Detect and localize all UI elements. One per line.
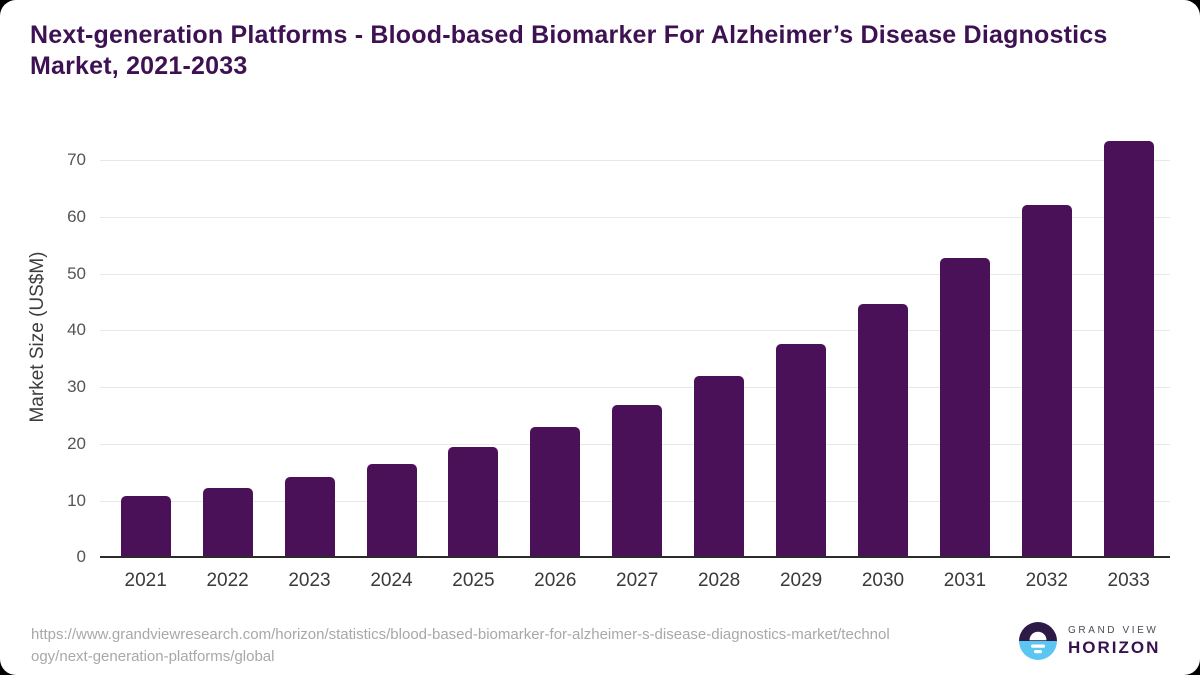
x-tick-label-2026: 2026 xyxy=(534,570,577,591)
x-tick-label-2023: 2023 xyxy=(288,570,331,591)
x-tick-label-2027: 2027 xyxy=(616,570,659,591)
bar-2022 xyxy=(202,488,253,558)
x-axis-line xyxy=(100,556,1170,558)
y-tick-label-30: 30 xyxy=(67,377,86,396)
gridline-30 xyxy=(100,387,1170,388)
bar-2031 xyxy=(939,257,990,558)
gridline-50 xyxy=(100,273,1170,275)
bar-2033 xyxy=(1103,140,1154,558)
bar-2026 xyxy=(530,426,581,558)
bar-2024 xyxy=(366,464,417,558)
x-tick-label-2025: 2025 xyxy=(452,570,495,591)
logo-brand-top: GRAND VIEW xyxy=(1068,624,1159,636)
y-tick-label-60: 60 xyxy=(67,206,86,226)
logo-text: GRAND VIEW HORIZON xyxy=(1068,625,1160,658)
y-tick-label-10: 10 xyxy=(67,490,86,510)
gridline-60 xyxy=(100,216,1170,218)
y-tick-label-0: 0 xyxy=(76,547,86,567)
y-tick-label-40: 40 xyxy=(67,320,86,340)
chart-title: Next-generation Platforms - Blood-based … xyxy=(30,21,1108,80)
x-tick-label-2029: 2029 xyxy=(779,570,823,591)
x-tick-label-2031: 2031 xyxy=(943,570,987,591)
bar-2029 xyxy=(776,343,827,558)
y-tick-label-50: 50 xyxy=(67,263,86,283)
x-tick-label-2033: 2033 xyxy=(1107,570,1150,591)
logo-brand-bottom: HORIZON xyxy=(1068,637,1161,657)
source-url-line-2: ogy/next-generation-platforms/global xyxy=(31,648,275,665)
horizon-sun-icon xyxy=(1019,622,1057,660)
bar-2028 xyxy=(694,376,745,558)
bar-2027 xyxy=(612,404,663,558)
bar-2030 xyxy=(858,303,908,558)
gridline-70 xyxy=(100,160,1170,161)
x-tick-label-2032: 2032 xyxy=(1025,570,1068,591)
x-tick-label-2030: 2030 xyxy=(861,570,905,591)
bar-2023 xyxy=(284,477,335,558)
source-url: https://www.grandviewresearch.com/horizo… xyxy=(31,624,951,668)
y-tick-label-70: 70 xyxy=(67,150,86,169)
bar-2032 xyxy=(1021,205,1072,558)
source-url-line-1: https://www.grandviewresearch.com/horizo… xyxy=(31,626,890,643)
x-tick-label-2021: 2021 xyxy=(124,570,167,591)
grand-view-horizon-logo: GRAND VIEW HORIZON xyxy=(1019,622,1160,660)
y-tick-label-20: 20 xyxy=(67,433,86,453)
gridline-40 xyxy=(100,330,1170,332)
x-tick-label-2024: 2024 xyxy=(370,570,413,591)
bar-2021 xyxy=(120,496,171,558)
x-tick-label-2028: 2028 xyxy=(697,570,741,591)
x-tick-label-2022: 2022 xyxy=(206,570,249,591)
bar-2025 xyxy=(448,447,499,558)
